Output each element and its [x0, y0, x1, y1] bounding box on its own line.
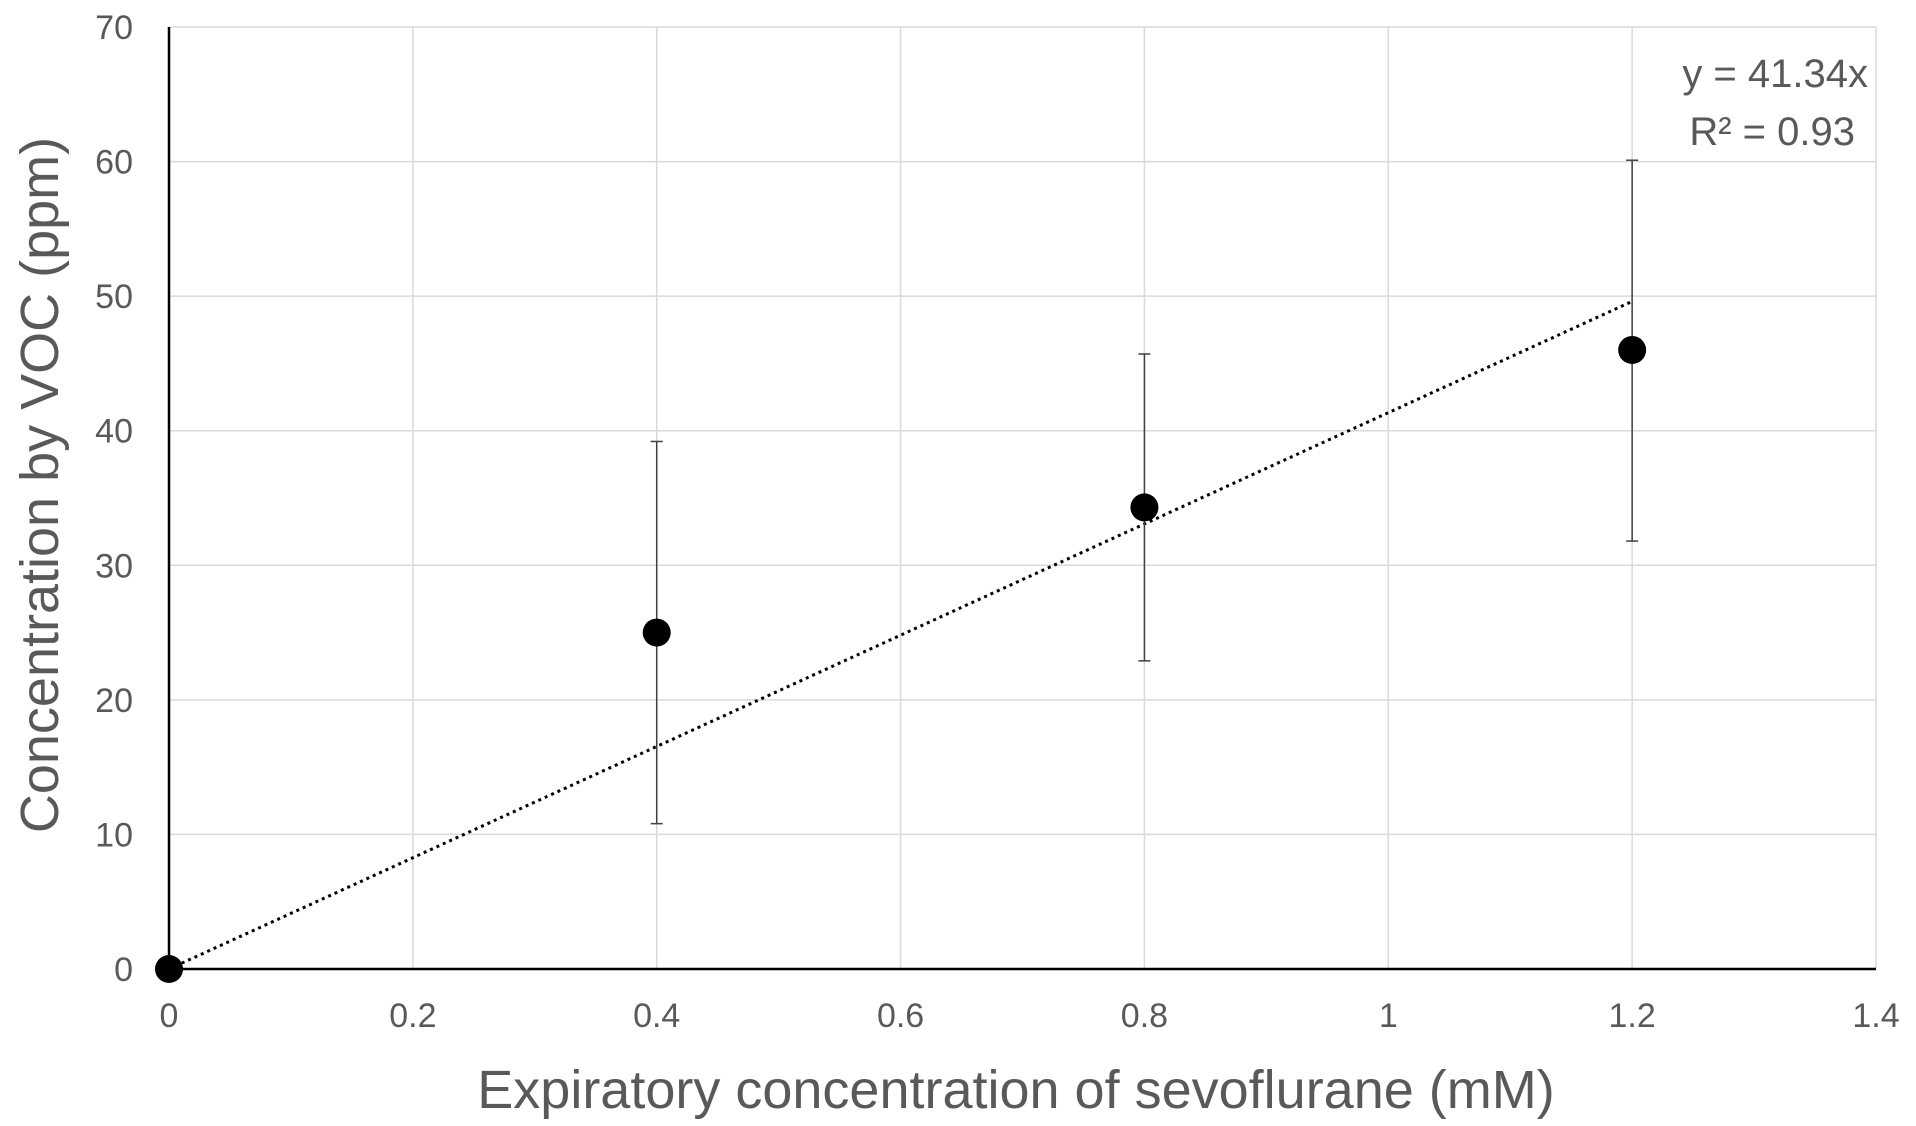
data-points: [155, 335, 1647, 983]
data-point: [155, 955, 183, 983]
trendline-equation: y = 41.34x: [1682, 52, 1868, 96]
x-tick-label: 1: [1379, 997, 1398, 1035]
x-tick-label: 0.4: [633, 997, 680, 1035]
data-point: [1618, 335, 1647, 364]
tick-labels: 0 10 20 30 40 50 60 70 0 0.2 0.4 0.6 0.8 1 1.2 1.4: [95, 9, 1899, 1035]
x-tick-label: 0.2: [389, 997, 436, 1035]
x-tick-label: 0.6: [877, 997, 924, 1035]
y-tick-label: 40: [95, 413, 133, 451]
y-tick-label: 0: [114, 951, 133, 989]
data-point: [1130, 493, 1159, 522]
data-point: [642, 618, 671, 647]
trendline: [168, 300, 1633, 971]
r-squared-label: R² = 0.93: [1689, 110, 1855, 154]
x-tick-label: 0: [160, 997, 179, 1035]
y-tick-label: 50: [95, 278, 133, 316]
axes: [167, 27, 1876, 971]
y-tick-label: 10: [95, 816, 133, 854]
x-tick-label: 0.8: [1121, 997, 1168, 1035]
y-axis-title: Concentration by VOC (ppm): [10, 137, 70, 833]
trendline-layer: [168, 300, 1633, 971]
y-tick-label: 20: [95, 682, 133, 720]
x-tick-label: 1.4: [1852, 997, 1899, 1035]
y-tick-label: 60: [95, 144, 133, 182]
x-axis-title: Expiratory concentration of sevoflurane …: [477, 1060, 1554, 1120]
y-tick-label: 30: [95, 547, 133, 585]
x-tick-label: 1.2: [1609, 997, 1656, 1035]
gridlines: [169, 26, 1877, 969]
y-tick-label: 70: [95, 9, 133, 47]
